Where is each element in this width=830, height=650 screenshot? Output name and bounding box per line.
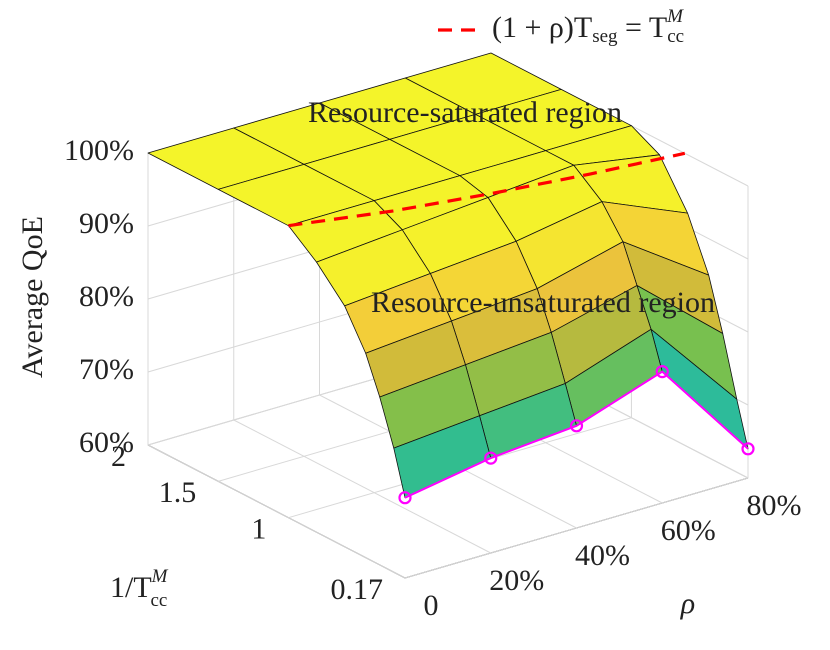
- legend-label: (1 + ρ)Tseg = TccM: [492, 6, 684, 47]
- front-edge-marker: [569, 419, 584, 433]
- x-tick-label: 40%: [575, 539, 630, 572]
- annotation: Resource-saturated region: [308, 96, 622, 129]
- legend-part: (1 + ρ)T: [492, 11, 592, 44]
- front-edge-marker: [484, 451, 498, 465]
- x-tick-label: 60%: [661, 514, 716, 547]
- grid-line: [233, 419, 491, 554]
- z-tick-label: 90%: [79, 207, 134, 240]
- grid-line: [404, 477, 749, 579]
- x-tick-label: 0: [424, 589, 439, 622]
- y-label-sup: M: [151, 566, 169, 587]
- z-axis-label: Average QoE: [16, 216, 49, 378]
- annotation: Resource-unsaturated region: [371, 286, 715, 319]
- front-edge-marker: [398, 491, 412, 505]
- legend-part: cc: [667, 26, 684, 47]
- y-label-sub: cc: [151, 590, 168, 611]
- front-edge-marker: [741, 442, 755, 456]
- z-tick-label: 60%: [79, 426, 134, 459]
- y-label-base: 1/T: [110, 571, 152, 604]
- front-edge-line: [404, 370, 749, 499]
- legend-part: M: [666, 6, 684, 27]
- x-axis-label: ρ: [680, 587, 695, 620]
- z-tick-label: 80%: [79, 280, 134, 313]
- z-tick-label: 100%: [64, 134, 134, 167]
- legend-part: = T: [618, 11, 668, 44]
- legend-part: seg: [592, 26, 618, 47]
- boundary-line: [288, 151, 686, 228]
- grid-line: [147, 444, 406, 579]
- z-tick-label: 70%: [79, 353, 134, 386]
- y-tick-label: 1: [251, 513, 266, 546]
- x-tick-label: 20%: [489, 564, 544, 597]
- front-edge-marker: [655, 365, 669, 379]
- y-tick-label: 0.17: [331, 573, 384, 606]
- y-tick-label: 1.5: [159, 476, 197, 509]
- y-axis-label: 1/TM cc: [110, 566, 169, 611]
- x-tick-label: 80%: [747, 489, 802, 522]
- y-tick-label: 2: [111, 440, 126, 473]
